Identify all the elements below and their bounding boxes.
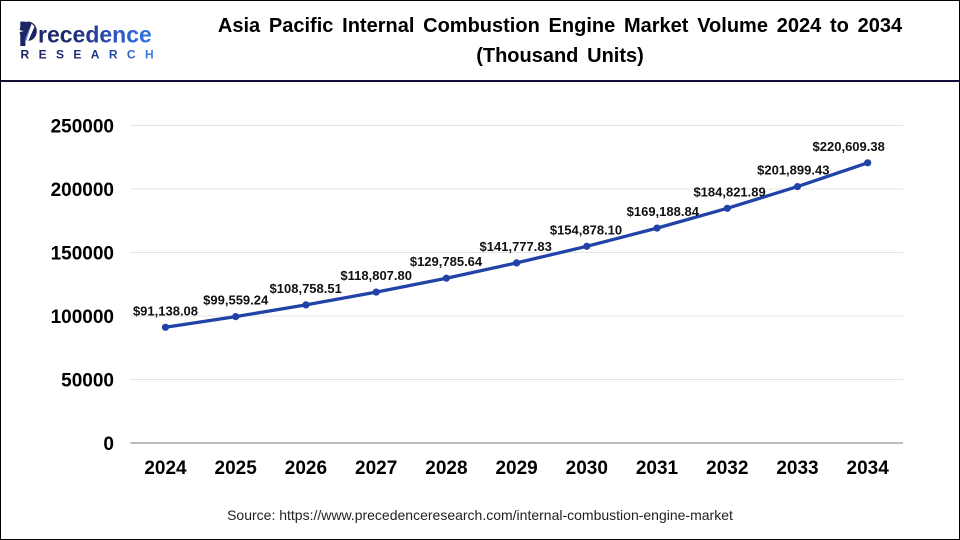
svg-text:$91,138.08: $91,138.08 — [133, 303, 198, 318]
svg-text:2031: 2031 — [636, 458, 679, 479]
svg-text:$99,559.24: $99,559.24 — [203, 293, 269, 308]
svg-text:2029: 2029 — [495, 458, 537, 479]
svg-text:200000: 200000 — [51, 180, 114, 201]
svg-text:RESEARCH: RESEARCH — [21, 48, 164, 62]
svg-text:150000: 150000 — [51, 243, 114, 264]
svg-text:100000: 100000 — [51, 307, 114, 328]
svg-text:$108,758.51: $108,758.51 — [270, 281, 342, 296]
svg-text:$220,609.38: $220,609.38 — [813, 139, 885, 154]
svg-text:$129,785.64: $129,785.64 — [410, 254, 483, 269]
svg-text:$169,188.84: $169,188.84 — [627, 204, 700, 219]
svg-text:recedence: recedence — [38, 22, 152, 48]
svg-text:$201,899.43: $201,899.43 — [757, 163, 829, 178]
svg-text:$154,878.10: $154,878.10 — [550, 222, 622, 237]
svg-text:2027: 2027 — [355, 458, 397, 479]
svg-text:2034: 2034 — [847, 458, 890, 479]
svg-text:2028: 2028 — [425, 458, 467, 479]
svg-text:0: 0 — [103, 434, 114, 455]
svg-text:2030: 2030 — [566, 458, 608, 479]
svg-text:2033: 2033 — [776, 458, 818, 479]
svg-text:2026: 2026 — [285, 458, 327, 479]
svg-text:2024: 2024 — [144, 458, 187, 479]
svg-text:2025: 2025 — [215, 458, 258, 479]
svg-text:$184,821.89: $184,821.89 — [693, 184, 765, 199]
svg-text:$118,807.80: $118,807.80 — [340, 268, 412, 283]
svg-text:250000: 250000 — [51, 116, 114, 137]
svg-text:50000: 50000 — [61, 370, 114, 391]
svg-text:2032: 2032 — [706, 458, 748, 479]
svg-text:$141,777.83: $141,777.83 — [480, 239, 552, 254]
